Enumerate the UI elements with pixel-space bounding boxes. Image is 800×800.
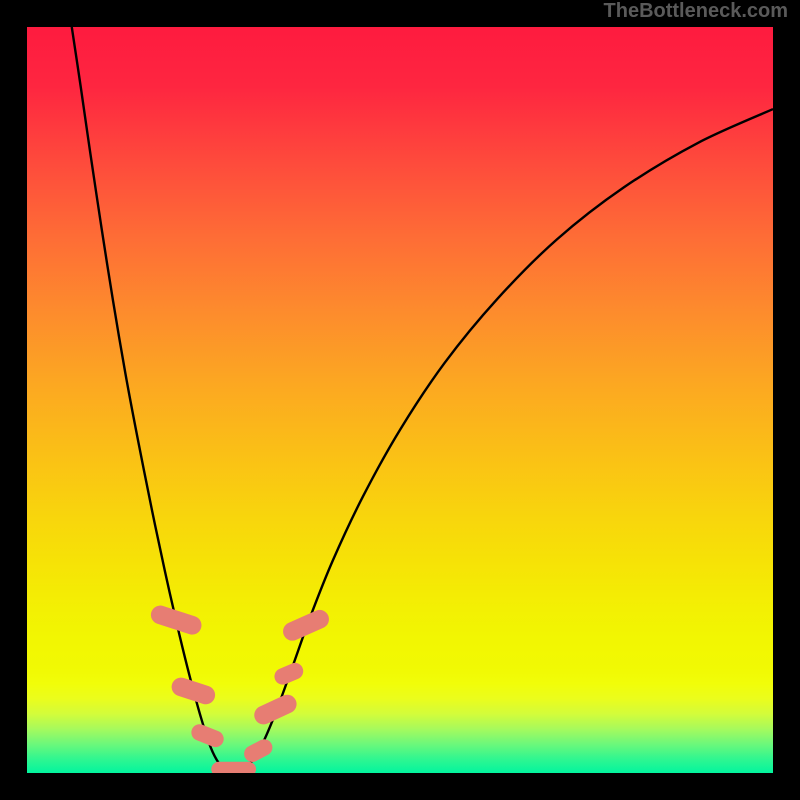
chart-plot-area xyxy=(27,27,773,773)
marker-capsule xyxy=(280,607,332,644)
curve-markers xyxy=(148,603,331,773)
marker-capsule xyxy=(211,762,256,773)
watermark-text: TheBottleneck.com xyxy=(604,0,788,23)
marker-capsule xyxy=(169,675,217,707)
marker-capsule xyxy=(251,692,299,728)
v-curve xyxy=(27,27,773,773)
marker-capsule xyxy=(189,722,226,750)
marker-capsule xyxy=(272,660,306,687)
curve-line xyxy=(72,27,773,772)
marker-capsule xyxy=(241,736,275,765)
marker-capsule xyxy=(148,603,203,637)
